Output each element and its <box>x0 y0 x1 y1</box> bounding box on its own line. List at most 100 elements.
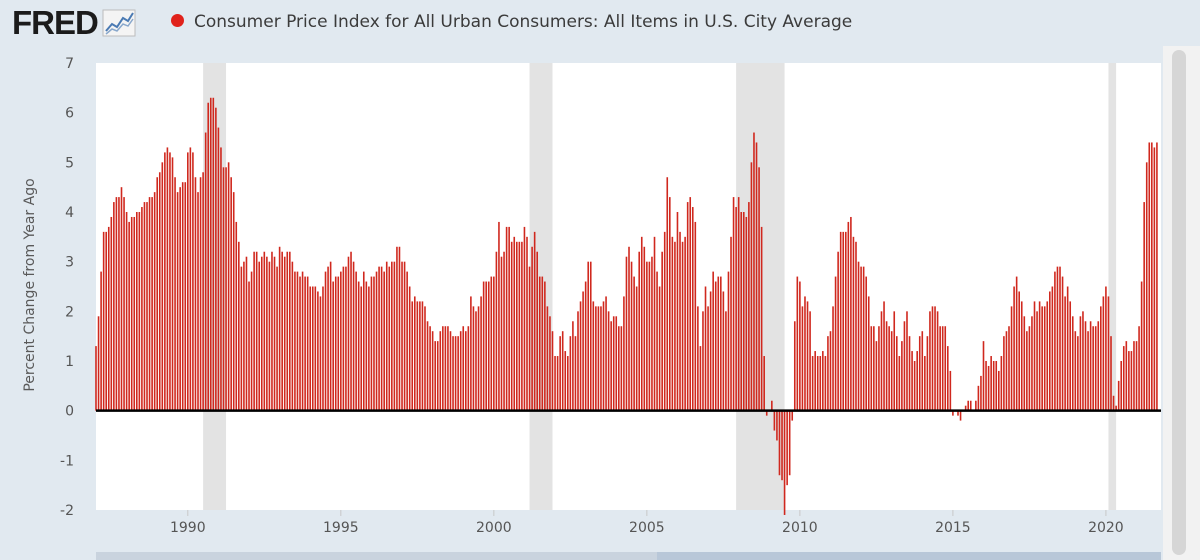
chart-bar <box>681 241 684 411</box>
chart-bar <box>893 311 896 411</box>
chart-bar <box>416 301 419 411</box>
chart-bar <box>1013 286 1015 411</box>
chart-bar <box>97 316 100 411</box>
chart-bar <box>528 266 531 411</box>
chart-bar <box>1079 316 1082 411</box>
y-tick-label: 0 <box>65 404 74 420</box>
chart-bar <box>745 216 748 411</box>
chart-bar <box>490 276 493 411</box>
chart-bar <box>260 256 263 411</box>
chart-bar <box>266 256 268 411</box>
chart-bar <box>454 336 457 411</box>
chart-bar <box>385 261 388 411</box>
chart-bar <box>138 212 141 411</box>
chart-bar <box>985 361 987 411</box>
chart-bar <box>661 251 663 411</box>
y-axis-label: Percent Change from Year Ago <box>22 178 38 392</box>
range-navigator-selection[interactable] <box>657 552 1161 560</box>
chart-bar <box>618 326 620 411</box>
chart-bar <box>240 266 243 411</box>
range-navigator[interactable] <box>96 552 1161 560</box>
chart-bar <box>375 271 378 411</box>
chart-bar <box>630 261 633 411</box>
chart-bar <box>888 326 890 411</box>
chart-bar <box>806 301 809 411</box>
chart-bar <box>1089 321 1092 411</box>
chart-bar <box>671 236 674 411</box>
chart-bar <box>567 356 569 411</box>
chart-bar <box>1097 321 1100 411</box>
chart-bar <box>278 246 281 411</box>
chart-bar <box>737 197 740 411</box>
chart-bar <box>1043 306 1046 411</box>
chart-bar <box>485 281 487 411</box>
chart-bar <box>862 266 865 411</box>
x-tick-label: 1990 <box>170 520 206 536</box>
chart-bar <box>934 306 936 411</box>
chart-bar <box>898 356 901 411</box>
chart-bar <box>827 336 829 411</box>
chart-bar <box>1140 281 1143 411</box>
chart-bar <box>192 152 194 411</box>
chart-bar <box>867 296 870 411</box>
chart-bar <box>449 331 452 411</box>
chart-bar <box>998 370 1000 411</box>
chart-bar <box>865 276 867 411</box>
chart-bar <box>317 291 319 411</box>
chart-bar <box>689 197 692 411</box>
chart-bar <box>1107 296 1110 411</box>
chart-bar <box>1069 301 1072 411</box>
chart-bar <box>253 251 255 411</box>
chart-bar <box>1145 162 1148 411</box>
chart-bar <box>151 197 153 411</box>
y-tick-label: -2 <box>60 503 74 519</box>
logo-text: FRED <box>12 4 99 41</box>
chart-bar <box>510 241 513 411</box>
chart-bar <box>329 261 332 411</box>
chart-bar <box>1051 286 1054 411</box>
chart-bar <box>181 182 184 411</box>
chart-bar <box>197 192 199 411</box>
chart-bar <box>554 356 556 411</box>
chart-bar <box>610 321 612 411</box>
chart-bar <box>238 241 240 411</box>
chart-bar <box>255 251 258 411</box>
chart-bar <box>215 107 217 411</box>
chart-bar <box>477 306 480 411</box>
chart-bar <box>100 271 102 411</box>
chart-bar <box>1061 276 1064 411</box>
chart-bar <box>607 311 610 411</box>
chart-bar <box>153 192 156 411</box>
chart-bar <box>212 97 215 411</box>
chart-bar <box>551 331 554 411</box>
chart-bar <box>941 326 944 411</box>
chart-bar <box>194 177 197 411</box>
chart-bar <box>258 261 261 411</box>
chart-bar <box>314 286 317 411</box>
chart-bar <box>199 177 202 411</box>
chart-bar <box>546 306 549 411</box>
chart-bar <box>1138 326 1140 411</box>
fred-logo[interactable]: FRED <box>12 4 136 41</box>
chart-bar <box>730 236 732 411</box>
chart-bar <box>852 236 855 411</box>
chart-bar <box>875 341 878 411</box>
chart-bar <box>442 326 444 411</box>
chart-bar <box>294 271 296 411</box>
scrollbar-handle[interactable] <box>1172 50 1186 555</box>
chart-bar <box>304 276 306 411</box>
chart-bar <box>408 286 411 411</box>
chart-bar <box>623 296 625 411</box>
chart-bar <box>424 306 426 411</box>
chart-bar <box>120 187 123 411</box>
chart-bar <box>605 296 607 411</box>
chart-bar <box>656 271 658 411</box>
chart-bar <box>110 216 113 411</box>
chart-bar <box>811 356 814 411</box>
chart-bar <box>969 400 972 411</box>
chart-bar <box>508 226 510 411</box>
chart-bar <box>1074 331 1077 411</box>
chart-bar <box>676 212 679 411</box>
chart-bar <box>444 326 447 411</box>
